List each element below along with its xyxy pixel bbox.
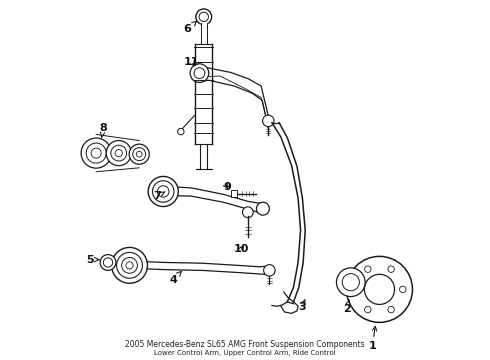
Circle shape	[196, 9, 212, 25]
Circle shape	[388, 266, 394, 273]
Text: 4: 4	[170, 271, 181, 285]
Text: Lower Control Arm, Upper Control Arm, Ride Control: Lower Control Arm, Upper Control Arm, Ri…	[154, 350, 336, 356]
Circle shape	[157, 186, 169, 197]
Circle shape	[199, 12, 208, 22]
Circle shape	[136, 151, 142, 157]
Circle shape	[388, 306, 394, 313]
Text: 8: 8	[99, 123, 107, 137]
Circle shape	[342, 274, 359, 291]
Circle shape	[91, 148, 101, 158]
Text: 2: 2	[343, 300, 351, 314]
Circle shape	[111, 145, 126, 161]
FancyBboxPatch shape	[231, 190, 237, 197]
Text: 9: 9	[223, 182, 231, 192]
Text: 5: 5	[86, 255, 99, 265]
Circle shape	[365, 306, 371, 313]
Circle shape	[122, 257, 137, 273]
Circle shape	[346, 256, 413, 322]
Text: 10: 10	[234, 244, 249, 254]
Circle shape	[243, 207, 253, 218]
Circle shape	[263, 115, 274, 127]
Circle shape	[86, 143, 106, 163]
Text: 11: 11	[184, 57, 200, 67]
Circle shape	[264, 265, 275, 276]
Circle shape	[148, 176, 178, 207]
Circle shape	[337, 268, 365, 297]
Circle shape	[152, 181, 174, 202]
Circle shape	[129, 144, 149, 164]
Circle shape	[190, 64, 209, 82]
Circle shape	[133, 148, 146, 161]
Circle shape	[399, 286, 406, 293]
Text: 6: 6	[184, 21, 196, 35]
Circle shape	[365, 274, 394, 305]
Circle shape	[106, 140, 131, 166]
Circle shape	[112, 247, 147, 283]
Circle shape	[81, 138, 111, 168]
Circle shape	[115, 149, 122, 157]
Circle shape	[117, 252, 143, 278]
Circle shape	[100, 255, 116, 270]
Circle shape	[177, 129, 184, 135]
Circle shape	[194, 68, 205, 78]
Circle shape	[126, 262, 133, 269]
Text: 1: 1	[368, 326, 377, 351]
Circle shape	[256, 202, 270, 215]
Circle shape	[353, 286, 359, 293]
Text: 7: 7	[153, 191, 165, 201]
Text: 2005 Mercedes-Benz SL65 AMG Front Suspension Components: 2005 Mercedes-Benz SL65 AMG Front Suspen…	[125, 340, 365, 349]
Circle shape	[103, 258, 113, 267]
Text: 3: 3	[298, 300, 305, 312]
Circle shape	[365, 266, 371, 273]
